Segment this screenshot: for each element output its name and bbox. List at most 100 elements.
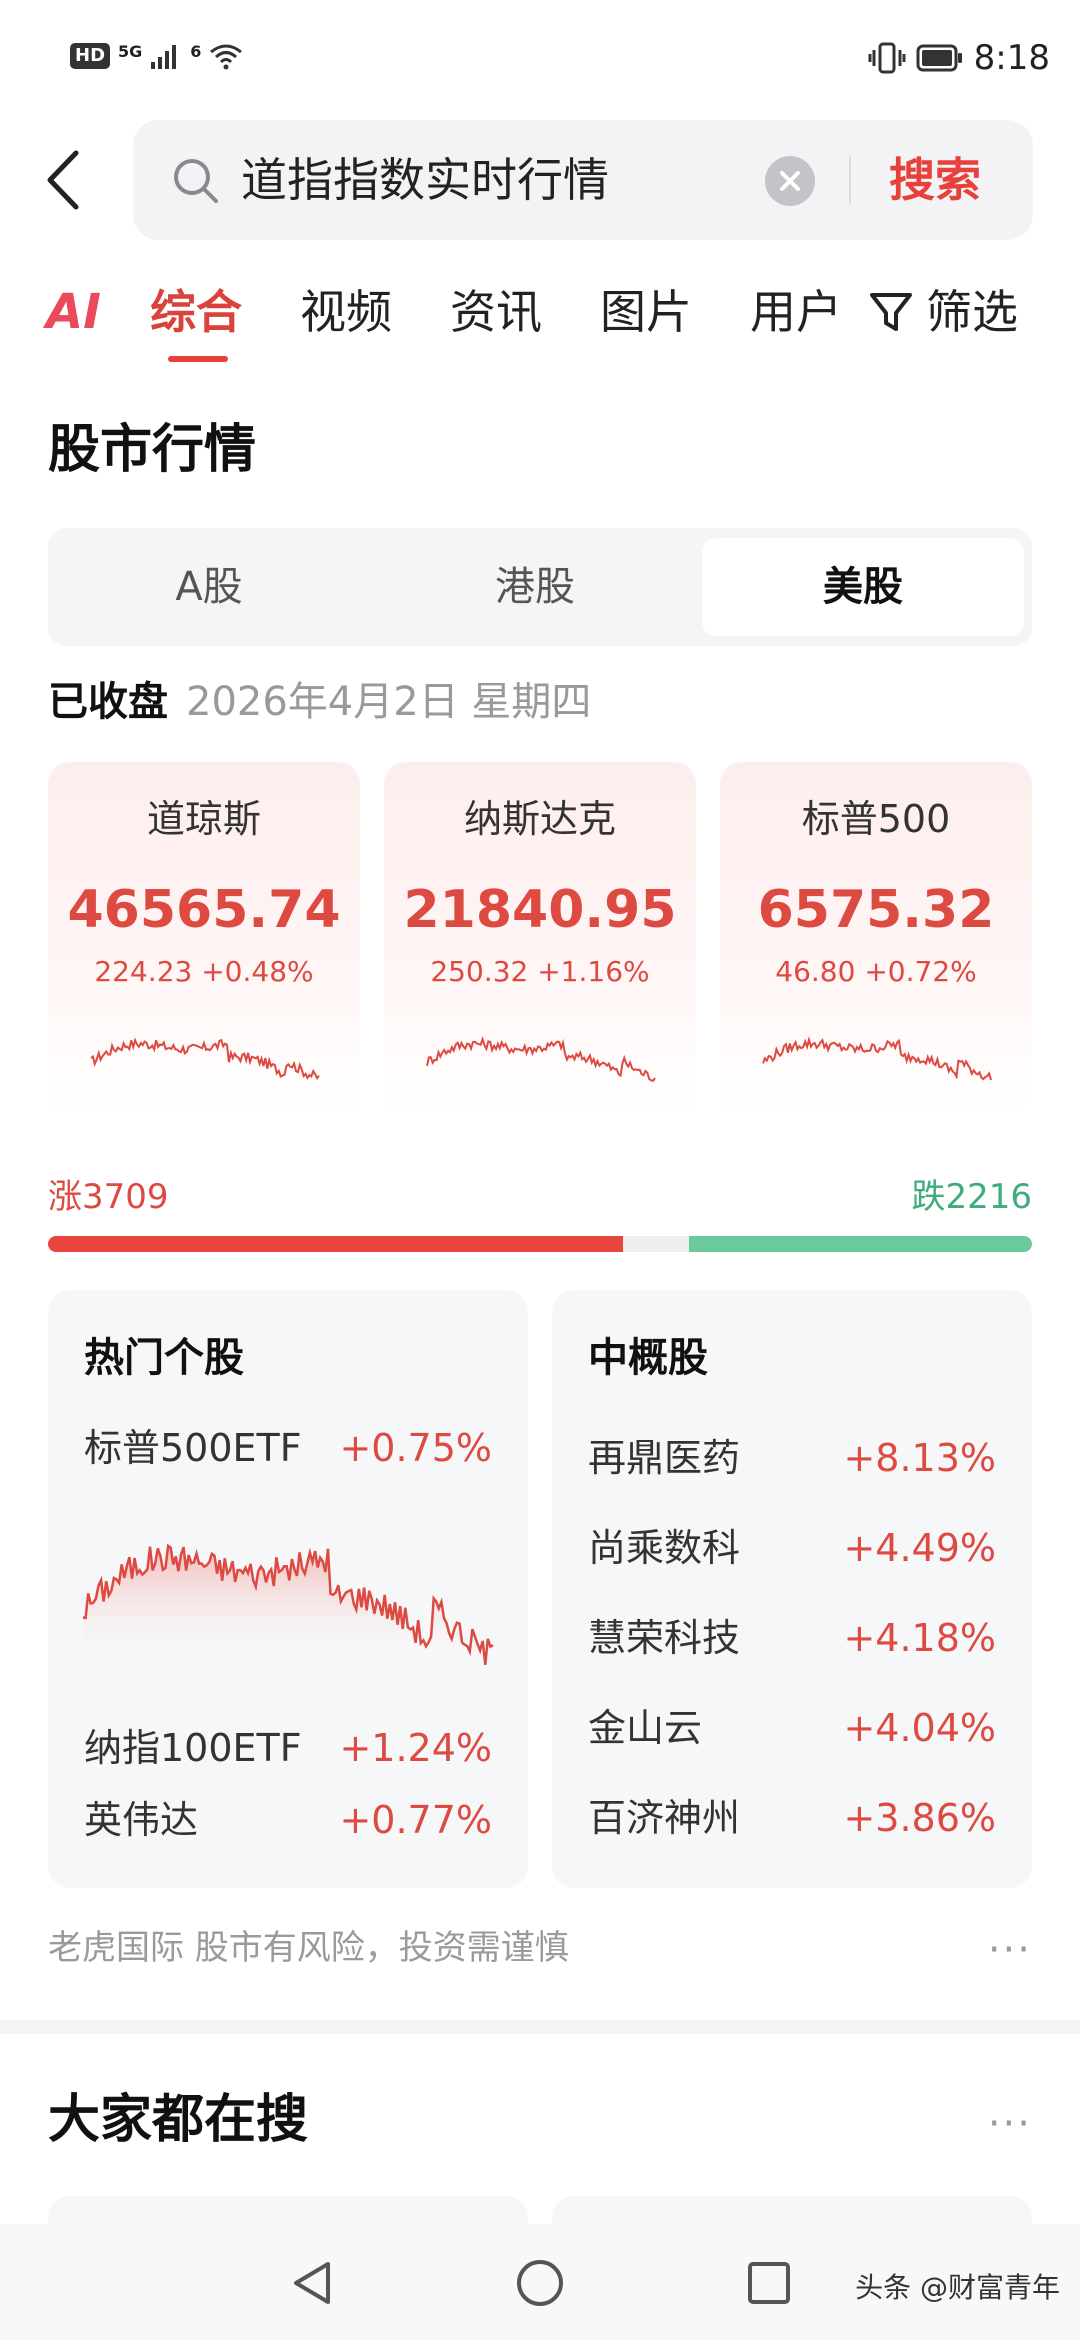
stock-name: 再鼎医药: [588, 1436, 741, 1480]
index-name: 道琼斯: [146, 797, 261, 841]
sparkline-path: [762, 1036, 992, 1081]
sparkline-path: [90, 1037, 320, 1080]
index-value: 46565.74: [67, 880, 341, 940]
breadth-bar: [48, 1236, 1032, 1252]
wifi-icon: [210, 44, 243, 70]
unchanged-bar: [623, 1236, 689, 1252]
hot-stocks-title: 热门个股: [84, 1335, 244, 1381]
index-name: 标普500: [801, 797, 951, 841]
index-change: 250.32 +1.16%: [430, 955, 650, 988]
advancers-count: 涨3709: [48, 1177, 169, 1217]
index-sparkline: [426, 1036, 656, 1082]
china-stock-row[interactable]: 尚乘数科 +4.49%: [588, 1520, 996, 1576]
network-type: 5G: [118, 42, 143, 61]
chevron-left-icon: [47, 150, 79, 210]
tab-ai[interactable]: AI: [46, 284, 102, 340]
index-card-dow[interactable]: 道琼斯 46565.74 224.23 +0.48%: [48, 762, 360, 1114]
stock-name: 英伟达: [84, 1798, 199, 1842]
hd-icon: HD: [70, 43, 111, 69]
stock-change: +0.77%: [339, 1798, 492, 1842]
stock-change: +3.86%: [843, 1796, 996, 1840]
index-value: 6575.32: [757, 880, 995, 940]
market-status-label: 已收盘: [48, 679, 168, 725]
stock-change: +1.24%: [339, 1726, 492, 1770]
china-stock-row[interactable]: 百济神州 +3.86%: [588, 1790, 996, 1846]
risk-disclaimer: 老虎国际 股市有风险，投资需谨慎: [48, 1928, 569, 1968]
china-stock-row[interactable]: 慧荣科技 +4.18%: [588, 1610, 996, 1666]
back-button[interactable]: [40, 145, 100, 215]
market-status: 已收盘 2026年4月2日 星期四: [48, 672, 591, 732]
wifi-tag: 6: [190, 42, 202, 61]
stock-name: 尚乘数科: [588, 1526, 741, 1570]
stock-name: 纳指100ETF: [84, 1726, 302, 1770]
tab-news[interactable]: 资讯: [450, 285, 542, 339]
china-concept-panel: 中概股 再鼎医药 +8.13% 尚乘数科 +4.49% 慧荣科技 +4.18% …: [552, 1290, 1032, 1888]
filter-label: 筛选: [926, 285, 1018, 339]
hot-stock-row[interactable]: 纳指100ETF +1.24%: [84, 1720, 492, 1776]
market-date: 2026年4月2日 星期四: [186, 679, 592, 725]
advancers-bar: [48, 1236, 623, 1252]
section-divider: [0, 2020, 1080, 2034]
tab-images[interactable]: 图片: [600, 285, 692, 339]
index-sparkline: [762, 1036, 992, 1081]
filter-icon: [870, 293, 912, 331]
filter-button[interactable]: 筛选: [868, 282, 1018, 342]
search-bar[interactable]: 道指指数实时行情 搜索: [133, 120, 1033, 240]
result-tabs: AI 综合 视频 资讯 图片 用户 筛选: [0, 270, 1080, 370]
sparkline-path: [426, 1036, 656, 1082]
index-name: 纳斯达克: [463, 797, 616, 841]
system-nav-bar: [0, 2224, 1080, 2340]
chart-area-fill: [83, 1545, 493, 1670]
trending-more-button[interactable]: ···: [987, 2101, 1032, 2147]
tab-general[interactable]: 综合: [150, 285, 242, 339]
segment-us[interactable]: 美股: [702, 538, 1024, 636]
decliners-count: 跌2216: [911, 1177, 1032, 1217]
index-card-nasdaq[interactable]: 纳斯达克 21840.95 250.32 +1.16%: [384, 762, 696, 1114]
stock-change: +8.13%: [843, 1436, 996, 1480]
clear-search-button[interactable]: [765, 156, 815, 206]
more-options-button[interactable]: ···: [987, 1927, 1032, 1973]
market-section-title: 股市行情: [48, 420, 257, 480]
search-button[interactable]: 搜索: [889, 153, 981, 207]
segment-hk[interactable]: 港股: [495, 564, 575, 610]
stock-name: 金山云: [588, 1706, 703, 1750]
battery-icon: [916, 44, 962, 72]
active-tab-indicator: [168, 356, 228, 362]
stock-name: 百济神州: [588, 1796, 741, 1840]
featured-stock-chart: [82, 1543, 494, 1670]
vibrate-icon: [868, 42, 906, 74]
trending-section-title: 大家都在搜: [48, 2090, 309, 2150]
index-sparkline: [90, 1037, 320, 1080]
tab-users[interactable]: 用户: [750, 285, 842, 339]
china-concept-title: 中概股: [588, 1335, 708, 1381]
stock-name: 慧荣科技: [588, 1616, 741, 1660]
watermark: 头条 @财富青年: [855, 2271, 1060, 2304]
clock: 8:18: [973, 38, 1050, 78]
market-segmented-control: A股 港股 美股: [48, 528, 1032, 646]
decliners-bar: [689, 1236, 1032, 1252]
segment-a-share[interactable]: A股: [175, 564, 243, 610]
stock-change: +4.18%: [843, 1616, 996, 1660]
search-divider: [849, 156, 851, 204]
index-change: 46.80 +0.72%: [775, 955, 977, 988]
close-icon: [780, 171, 800, 191]
china-stock-row[interactable]: 再鼎医药 +8.13%: [588, 1430, 996, 1486]
search-icon: [174, 159, 218, 203]
status-bar: HD 5G 6 8:18: [0, 0, 1080, 120]
hot-stocks-panel: 热门个股 标普500ETF +0.75% 纳指100ETF +1.24% 英伟达…: [48, 1290, 528, 1888]
search-input[interactable]: 道指指数实时行情: [241, 153, 609, 207]
nav-home-icon[interactable]: [515, 2258, 565, 2308]
nav-recent-icon[interactable]: [746, 2260, 792, 2306]
stock-name: 标普500ETF: [84, 1426, 302, 1470]
tab-video[interactable]: 视频: [300, 285, 392, 339]
nav-back-icon[interactable]: [288, 2258, 338, 2308]
hot-stock-row-featured[interactable]: 标普500ETF +0.75%: [84, 1420, 492, 1476]
china-stock-row[interactable]: 金山云 +4.04%: [588, 1700, 996, 1756]
hot-stock-row[interactable]: 英伟达 +0.77%: [84, 1792, 492, 1848]
index-value: 21840.95: [403, 880, 677, 940]
chart-line: [82, 1543, 494, 1666]
index-card-sp500[interactable]: 标普500 6575.32 46.80 +0.72%: [720, 762, 1032, 1114]
signal-icon: [151, 45, 177, 69]
index-change: 224.23 +0.48%: [94, 955, 314, 988]
stock-change: +4.49%: [843, 1526, 996, 1570]
